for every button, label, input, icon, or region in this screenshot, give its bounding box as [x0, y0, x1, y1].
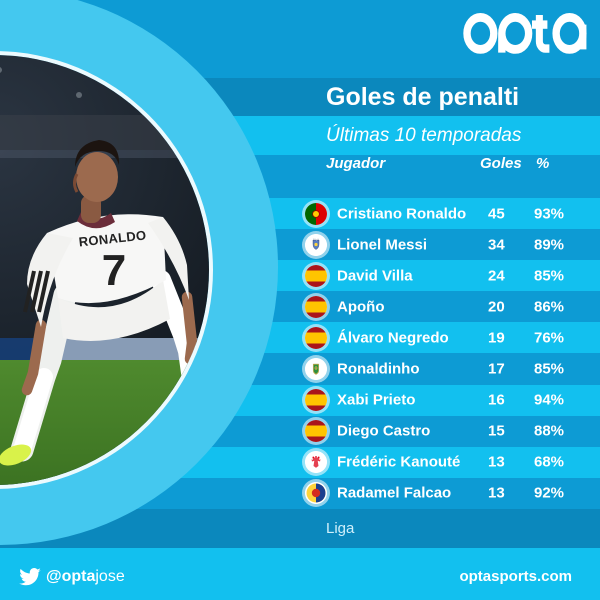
- svg-text:7: 7: [102, 246, 126, 295]
